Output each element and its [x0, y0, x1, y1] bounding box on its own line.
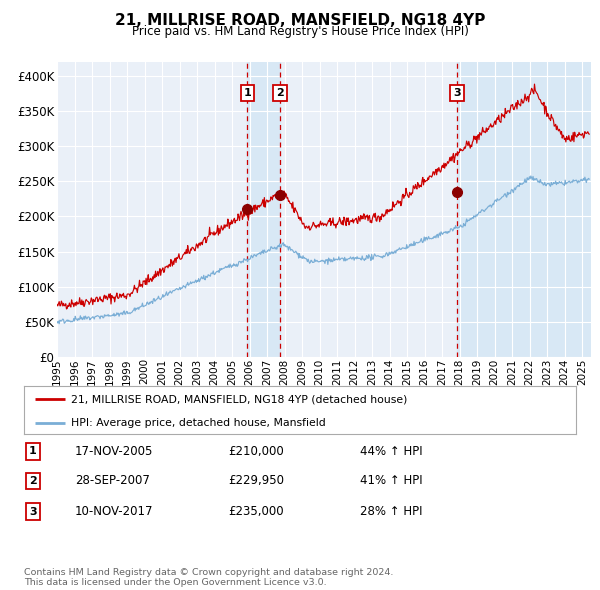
Text: 10-NOV-2017: 10-NOV-2017 — [75, 505, 154, 518]
Text: 28-SEP-2007: 28-SEP-2007 — [75, 474, 150, 487]
Bar — [247, 62, 280, 357]
Text: Contains HM Land Registry data © Crown copyright and database right 2024.
This d: Contains HM Land Registry data © Crown c… — [24, 568, 394, 587]
Text: 17-NOV-2005: 17-NOV-2005 — [75, 445, 154, 458]
Text: 2: 2 — [276, 88, 284, 98]
Text: 1: 1 — [29, 447, 37, 456]
Text: £210,000: £210,000 — [228, 445, 284, 458]
Text: £235,000: £235,000 — [228, 505, 284, 518]
Text: HPI: Average price, detached house, Mansfield: HPI: Average price, detached house, Mans… — [71, 418, 326, 428]
Text: £229,950: £229,950 — [228, 474, 284, 487]
Text: 1: 1 — [244, 88, 251, 98]
Text: 3: 3 — [454, 88, 461, 98]
Text: 21, MILLRISE ROAD, MANSFIELD, NG18 4YP (detached house): 21, MILLRISE ROAD, MANSFIELD, NG18 4YP (… — [71, 394, 407, 404]
Text: 3: 3 — [29, 507, 37, 516]
Text: 21, MILLRISE ROAD, MANSFIELD, NG18 4YP: 21, MILLRISE ROAD, MANSFIELD, NG18 4YP — [115, 13, 485, 28]
Text: 41% ↑ HPI: 41% ↑ HPI — [360, 474, 422, 487]
Text: 2: 2 — [29, 476, 37, 486]
Text: Price paid vs. HM Land Registry's House Price Index (HPI): Price paid vs. HM Land Registry's House … — [131, 25, 469, 38]
Text: 28% ↑ HPI: 28% ↑ HPI — [360, 505, 422, 518]
Text: 44% ↑ HPI: 44% ↑ HPI — [360, 445, 422, 458]
Bar — [457, 62, 591, 357]
